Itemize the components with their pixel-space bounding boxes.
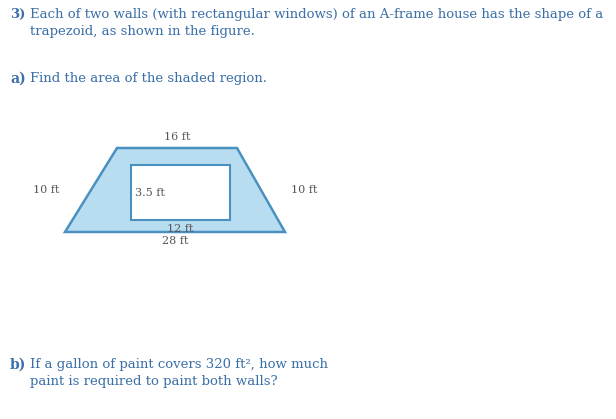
Text: If a gallon of paint covers 320 ft², how much: If a gallon of paint covers 320 ft², how… xyxy=(30,358,328,371)
Text: 28 ft: 28 ft xyxy=(162,236,188,246)
Text: paint is required to paint both walls?: paint is required to paint both walls? xyxy=(30,375,278,388)
Text: 12 ft: 12 ft xyxy=(168,224,193,234)
Text: 10 ft: 10 ft xyxy=(291,185,317,195)
Text: Find the area of the shaded region.: Find the area of the shaded region. xyxy=(30,72,267,85)
Text: Each of two walls (with rectangular windows) of an A-frame house has the shape o: Each of two walls (with rectangular wind… xyxy=(30,8,603,21)
Text: trapezoid, as shown in the figure.: trapezoid, as shown in the figure. xyxy=(30,25,255,38)
Text: 10 ft: 10 ft xyxy=(33,185,59,195)
Polygon shape xyxy=(131,165,230,220)
Text: a): a) xyxy=(10,72,26,86)
Text: 3.5 ft: 3.5 ft xyxy=(135,187,165,197)
Text: b): b) xyxy=(10,358,26,372)
Text: 16 ft: 16 ft xyxy=(164,132,190,142)
Text: 3): 3) xyxy=(10,8,25,21)
Polygon shape xyxy=(65,148,285,232)
